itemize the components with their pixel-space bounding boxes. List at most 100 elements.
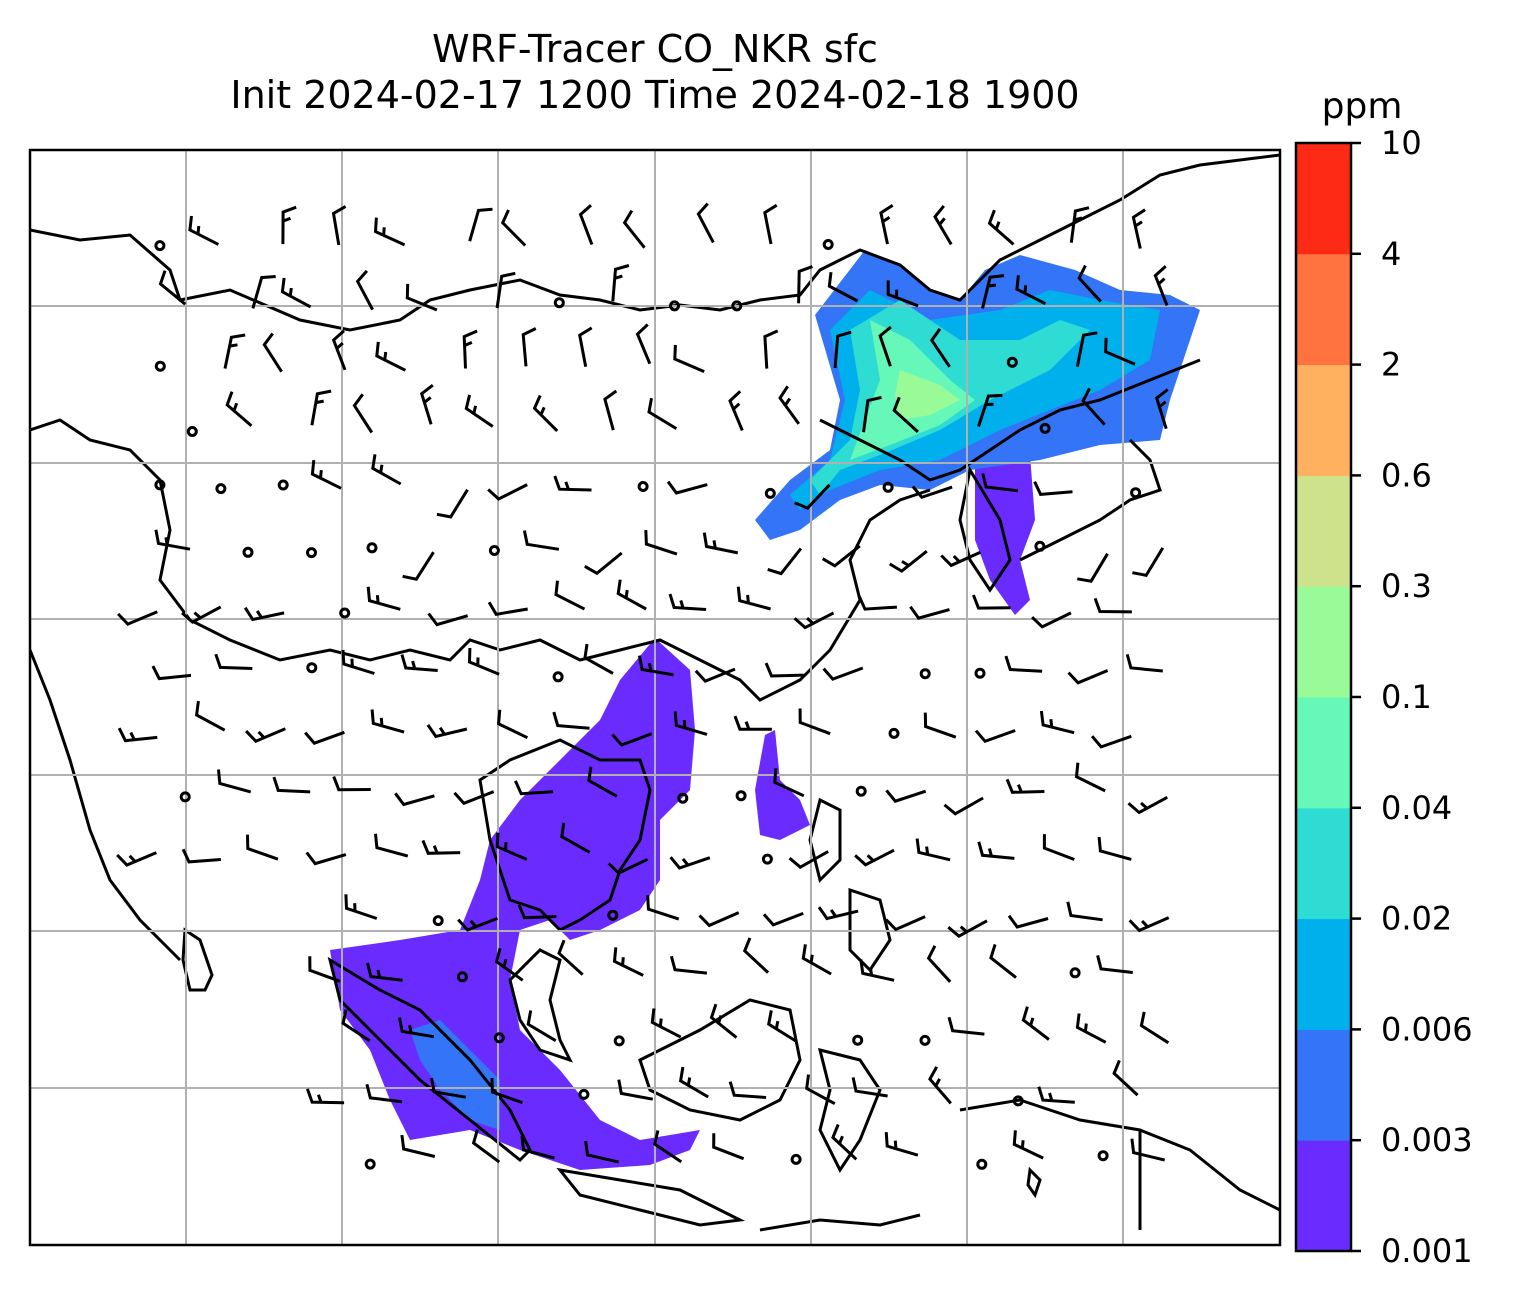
colorbar-tick-label: 0.02 — [1381, 900, 1452, 938]
wind-barb — [373, 217, 406, 247]
wind-barb — [1033, 481, 1073, 496]
wind-barb — [1131, 208, 1146, 249]
wind-barb — [495, 832, 528, 861]
wind-barb — [366, 962, 403, 982]
calm-wind-marker — [974, 667, 986, 679]
plot-frame — [28, 148, 1282, 1247]
wind-barb — [647, 397, 678, 430]
wind-barb — [773, 768, 805, 798]
calm-wind-marker — [432, 915, 444, 927]
wind-barb — [607, 857, 649, 875]
wind-barb — [763, 329, 779, 369]
wind-barb — [909, 605, 950, 620]
wind-barb — [517, 904, 557, 920]
calm-wind-marker — [277, 479, 289, 491]
wind-barb — [1075, 1013, 1107, 1044]
wind-barb — [1066, 901, 1103, 922]
calm-wind-marker — [882, 481, 894, 493]
wind-barb — [797, 265, 813, 304]
wind-barb — [310, 389, 332, 426]
chart-title: WRF-Tracer CO_NKR sfc Init 2024-02-17 12… — [30, 26, 1280, 118]
wind-barb — [977, 393, 1003, 427]
colorbar-tick-label: 10 — [1381, 124, 1422, 162]
chart-title-line2: Init 2024-02-17 1200 Time 2024-02-18 190… — [230, 73, 1080, 117]
wind-barb — [1090, 734, 1132, 749]
wind-barb — [365, 1083, 403, 1104]
wind-barb — [587, 766, 618, 798]
colorbar-segment — [1296, 586, 1351, 698]
wind-barb — [521, 327, 537, 367]
wind-barb — [915, 838, 951, 862]
wind-barb — [332, 776, 371, 792]
wind-barb — [352, 393, 374, 434]
wind-barb — [583, 643, 614, 675]
wind-barb — [778, 385, 801, 425]
calm-wind-marker — [822, 239, 834, 250]
calm-wind-marker — [852, 1034, 864, 1046]
colorbar-tick-label: 0.3 — [1381, 567, 1432, 605]
wind-barb — [1042, 834, 1075, 861]
wind-barb — [987, 209, 1015, 246]
wind-barb — [487, 483, 528, 501]
wind-barb — [728, 390, 744, 431]
wind-barb — [1004, 655, 1043, 673]
calm-wind-marker — [154, 240, 166, 252]
colorbar-unit-label: ppm — [1322, 86, 1403, 127]
colorbar-tick-label: 4 — [1381, 235, 1401, 273]
wind-barb — [712, 1133, 745, 1161]
calm-wind-marker — [339, 607, 351, 619]
wind-barb — [611, 264, 630, 302]
calm-wind-marker — [919, 1034, 931, 1046]
wind-barb — [635, 323, 652, 365]
wind-barb — [878, 325, 892, 367]
colorbar-segment — [1296, 253, 1351, 366]
chart-title-line1: WRF-Tracer CO_NKR sfc — [432, 27, 878, 71]
wind-barb — [817, 906, 859, 921]
calm-wind-marker — [306, 662, 318, 674]
wind-barb — [500, 209, 527, 247]
wind-barb — [1153, 265, 1169, 306]
wind-barb — [214, 653, 253, 670]
colorbar-segment — [1296, 475, 1351, 587]
wind-barb — [805, 1074, 836, 1106]
wind-barb — [728, 1081, 767, 1099]
wind-barb — [262, 332, 283, 373]
wind-barb — [678, 1066, 709, 1099]
colorbar-tick-label: 0.003 — [1381, 1121, 1473, 1159]
calm-wind-marker — [242, 546, 254, 558]
wind-barb — [305, 851, 347, 866]
wind-barb — [801, 944, 832, 976]
wind-barb — [554, 580, 586, 611]
wind-barb — [151, 665, 192, 681]
colorbar-segment — [1296, 364, 1351, 476]
plume-northeast-peak — [895, 370, 960, 420]
colorbar-segment — [1296, 1029, 1351, 1141]
wind-barb — [1097, 836, 1132, 861]
wind-barb — [1081, 387, 1106, 426]
wind-barb — [532, 394, 559, 432]
wind-barb — [1021, 1006, 1050, 1041]
wind-barb — [1127, 795, 1169, 815]
wind-barb — [366, 586, 401, 611]
calm-wind-marker — [179, 791, 191, 803]
wind-barb — [419, 384, 434, 425]
wind-barb — [181, 605, 222, 624]
wind-barb — [981, 473, 1019, 493]
wind-barb — [487, 601, 528, 616]
wind-barb — [892, 396, 919, 434]
wind-barb — [117, 727, 158, 743]
wind-barb — [117, 610, 158, 626]
wind-barb — [646, 895, 680, 921]
wind-barb — [188, 215, 220, 246]
wind-barb — [943, 796, 984, 816]
wind-barb — [1154, 388, 1169, 430]
calm-wind-marker — [456, 971, 468, 983]
wind-barb — [1007, 914, 1049, 929]
wind-barb — [668, 593, 707, 611]
wind-barb — [669, 856, 711, 870]
wind-barb — [1096, 955, 1133, 974]
wind-barb — [331, 205, 347, 246]
gridlines — [30, 150, 1280, 1245]
wind-barb — [884, 1131, 919, 1157]
wind-barb — [421, 839, 461, 855]
